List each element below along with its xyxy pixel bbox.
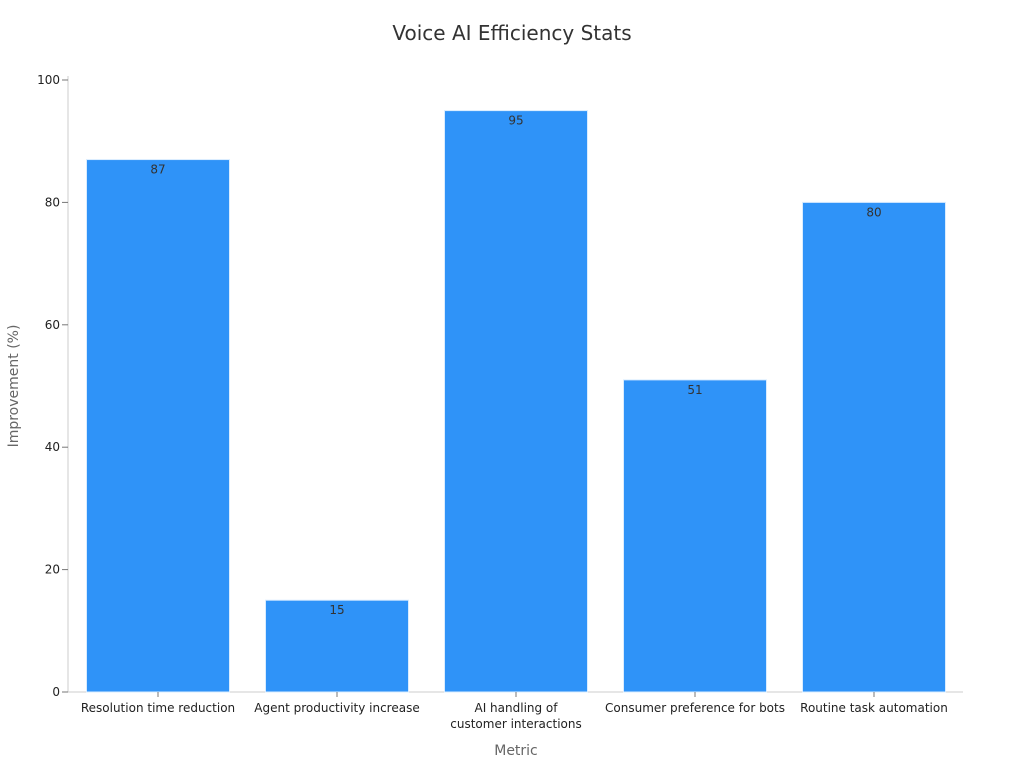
x-tick-label: Resolution time reduction bbox=[81, 701, 235, 715]
bar bbox=[444, 110, 588, 693]
bar bbox=[802, 201, 946, 693]
y-tick-label: 40 bbox=[45, 440, 60, 454]
bar-data-label: 80 bbox=[866, 205, 881, 219]
plot-area: 0 20 40 60 80 100 87 Resolution time reduction 1… bbox=[37, 73, 963, 731]
chart-title: Voice AI Efficiency Stats bbox=[392, 21, 631, 45]
x-tick-label: AI handling of customer interactions bbox=[450, 701, 581, 731]
x-tick-label: Consumer preference for bots bbox=[605, 701, 785, 715]
x-axis-label: Metric bbox=[494, 743, 538, 759]
y-tick-label: 60 bbox=[45, 318, 60, 332]
y-tick-label: 0 bbox=[52, 685, 60, 699]
bar bbox=[623, 379, 767, 693]
y-tick-label: 20 bbox=[45, 563, 60, 577]
bar bbox=[86, 159, 230, 693]
y-axis-label: Improvement (%) bbox=[6, 325, 22, 448]
x-tick-label: Agent productivity increase bbox=[254, 701, 419, 715]
x-tick-label: Routine task automation bbox=[800, 701, 948, 715]
y-tick-label: 80 bbox=[45, 195, 60, 209]
bar-data-label: 95 bbox=[508, 114, 523, 128]
y-tick-label: 100 bbox=[37, 73, 60, 87]
bar-data-label: 51 bbox=[687, 383, 702, 397]
bar bbox=[265, 599, 409, 693]
bar-data-label: 15 bbox=[329, 603, 344, 617]
bar-data-label: 87 bbox=[150, 163, 165, 177]
